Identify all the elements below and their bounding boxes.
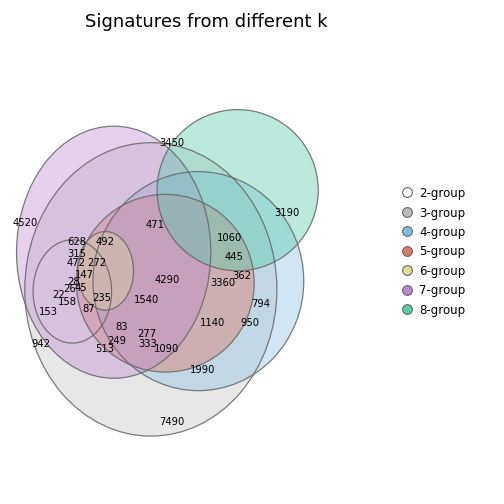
Text: 472: 472: [67, 259, 86, 268]
Text: 147: 147: [75, 270, 94, 280]
Text: 22: 22: [53, 290, 66, 300]
Text: 87: 87: [83, 304, 95, 314]
Text: 333: 333: [139, 339, 157, 349]
Text: 45: 45: [74, 283, 87, 293]
Text: 3450: 3450: [159, 138, 184, 148]
Text: 277: 277: [137, 329, 156, 339]
Ellipse shape: [77, 231, 134, 310]
Text: 942: 942: [31, 339, 50, 349]
Text: 153: 153: [39, 307, 58, 317]
Text: 26: 26: [63, 284, 76, 293]
Text: 471: 471: [146, 220, 164, 230]
Text: 1090: 1090: [154, 344, 179, 354]
Text: 83: 83: [115, 323, 128, 333]
Text: 249: 249: [107, 336, 126, 346]
Text: Signatures from different k: Signatures from different k: [85, 13, 328, 31]
Text: 950: 950: [240, 319, 260, 328]
Text: 445: 445: [224, 252, 243, 262]
Legend: 2-group, 3-group, 4-group, 5-group, 6-group, 7-group, 8-group: 2-group, 3-group, 4-group, 5-group, 6-gr…: [399, 184, 468, 320]
Text: 28: 28: [67, 277, 80, 287]
Text: 628: 628: [67, 237, 86, 247]
Ellipse shape: [25, 143, 277, 436]
Ellipse shape: [157, 109, 318, 271]
Text: 158: 158: [58, 297, 77, 307]
Text: 1990: 1990: [190, 365, 215, 375]
Text: 794: 794: [251, 299, 270, 309]
Text: 3360: 3360: [211, 278, 236, 288]
Text: 4520: 4520: [12, 218, 37, 228]
Text: 513: 513: [95, 344, 114, 354]
Text: 235: 235: [92, 293, 111, 303]
Text: 3190: 3190: [275, 208, 300, 218]
Text: 7490: 7490: [159, 417, 184, 427]
Text: 1060: 1060: [217, 233, 242, 243]
Ellipse shape: [33, 240, 111, 343]
Text: 1540: 1540: [134, 295, 159, 305]
Ellipse shape: [77, 195, 254, 372]
Text: 4290: 4290: [155, 275, 180, 285]
Text: 362: 362: [232, 271, 251, 281]
Text: 492: 492: [96, 237, 115, 247]
Text: 1140: 1140: [200, 319, 225, 328]
Text: 272: 272: [88, 259, 107, 268]
Ellipse shape: [17, 126, 211, 378]
Ellipse shape: [93, 171, 304, 391]
Text: 315: 315: [67, 249, 86, 259]
